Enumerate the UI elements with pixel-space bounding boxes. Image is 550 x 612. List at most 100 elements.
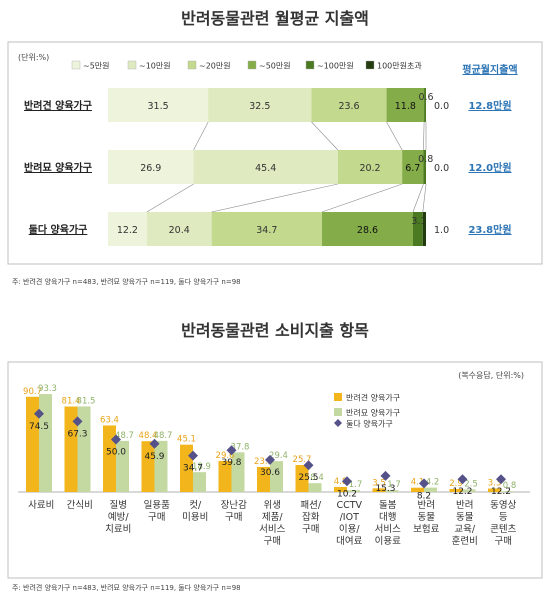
chart1-bar-segment (402, 150, 424, 184)
chart2-data-label-both: 30.6 (260, 468, 280, 478)
chart1-legend-label: ~100만원 (317, 62, 354, 71)
chart1-connector-line (193, 121, 209, 151)
chart1-data-label: 11.8 (395, 101, 416, 112)
chart2-data-label-dog: 4.1 (411, 478, 425, 488)
chart2-data-label-dog: 81.4 (62, 397, 81, 407)
chart2-bar-dog (218, 460, 232, 492)
chart2-legend-swatch (334, 408, 342, 416)
chart2-bar-dog (372, 488, 386, 492)
chart2-bar-dog (64, 406, 78, 492)
chart2-data-label-both: 39.8 (221, 458, 241, 468)
chart1-legend-swatch (247, 60, 257, 70)
chart1-category-label: 반려견 양육가구 (24, 99, 92, 112)
chart2-data-label-both: 10.2 (337, 489, 357, 499)
chart2-category-label: 치료비 (105, 523, 131, 535)
chart2-category-label: 질병 (110, 499, 127, 511)
chart1-bar-segment (322, 212, 413, 246)
chart1-bar-segment (108, 150, 194, 184)
chart1-bar-segment (108, 212, 147, 246)
chart1-data-label: 45.4 (255, 163, 276, 174)
chart2-marker-both (342, 476, 352, 487)
chart2-category-label: /IOT (340, 512, 359, 523)
chart1-connector-line (412, 183, 424, 213)
chart2-marker-both (72, 416, 83, 427)
chart1-note: 주: 반려견 양육가구 n=483, 반려묘 양육가구 n=119, 둘다 양육… (12, 277, 241, 286)
chart2-category-label: 동영상 (490, 500, 516, 511)
chart2-legend-label: 반려견 양육가구 (346, 393, 400, 403)
chart2-marker-both (34, 408, 44, 419)
chart1-data-label: 0.8 (418, 154, 433, 165)
chart2-data-label-dog: 48.4 (139, 431, 158, 441)
chart2-data-label-both: 15.3 (375, 484, 395, 494)
chart1-category-label: 반려묘 양육가구 (24, 161, 92, 174)
chart2-bar-cat (193, 472, 206, 492)
chart2-bar-cat (154, 440, 168, 492)
chart2-data-label-cat: 4.2 (426, 478, 440, 488)
chart2-data-label-cat: 93.3 (38, 384, 57, 394)
chart2-data-label-both: 50.0 (106, 448, 126, 458)
chart1-bar-segment (193, 150, 338, 184)
chart1-legend-swatch (305, 60, 315, 70)
chart1-data-label: 0.0 (434, 101, 449, 112)
chart2-category-label: 예방/ (108, 512, 129, 523)
chart2-marker-both (265, 454, 275, 465)
chart2-category-label: 구매 (302, 524, 319, 535)
chart1-connector-line (321, 183, 403, 213)
chart2-unit-note: (복수응답, 단위:%) (458, 370, 524, 380)
chart1-data-label: 31.5 (148, 101, 169, 112)
chart2-data-label-both: 67.3 (67, 429, 87, 439)
chart2-category-label: 컷/ (189, 500, 202, 511)
chart1-data-label: 28.6 (357, 225, 378, 236)
chart2-category-label: 동물 (418, 512, 436, 523)
chart2-bar-cat (231, 452, 245, 492)
chart1-data-label: 3.1 (411, 216, 426, 227)
chart2-category-label: 대행 (379, 511, 396, 523)
chart2-data-label-both: 12.2 (491, 487, 511, 497)
chart2-data-label-cat: 8.4 (310, 473, 324, 483)
chart2-data-label-both: 8.2 (417, 491, 431, 501)
chart2-category-label: 제품/ (262, 512, 283, 523)
chart1-frame (7, 41, 543, 265)
chart2-data-label-dog: 29.6 (216, 451, 235, 461)
chart2-data-label-dog: 2.9 (449, 479, 463, 489)
chart2-plot: 90.793.3 74.5 사료비 81.481.5 67.3 간식비 63.4 48.7 50… (18, 384, 530, 547)
chart2-category-label: 패션/ (300, 500, 321, 511)
chart2-category-label: 미용비 (182, 512, 208, 523)
chart2-marker-both (149, 438, 160, 449)
chart2-marker-both (226, 445, 237, 456)
chart2-category-label: 훈련비 (452, 535, 478, 547)
chart2-data-label-dog: 4.8 (334, 477, 348, 487)
chart2-category-label: CCTV (336, 500, 362, 511)
chart2-data-label-both: 25.5 (298, 473, 318, 483)
chart1-bar-segment (146, 212, 212, 246)
chart1-legend-label: ~50만원 (259, 62, 291, 71)
chart1-bar-segment (422, 212, 426, 246)
chart2-category-label: 동물 (456, 512, 474, 523)
chart2-title: 반려동물관련 소비지출 항목 (181, 321, 369, 340)
chart1-plot: 반려견 양육가구 31.5 32.5 23.6 11.80.60.0 12.8만원반려묘 … (24, 88, 512, 246)
chart2-data-label-cat: 1.7 (387, 480, 401, 490)
chart1-data-label: 12.2 (117, 225, 138, 236)
chart2-data-label-dog: 45.1 (177, 435, 196, 445)
chart2-data-label-cat: 48.7 (115, 431, 134, 441)
chart2-category-label: 대여료 (336, 535, 362, 547)
chart2-data-label-cat: 18.9 (192, 462, 211, 472)
chart1-legend-swatch (187, 60, 197, 70)
chart1-bar-segment (108, 88, 209, 122)
chart2-marker-both (303, 460, 314, 471)
chart2-bar-cat (501, 491, 514, 492)
chart1-data-label: 0.0 (434, 163, 449, 174)
chart1-data-label: 0.6 (418, 92, 433, 103)
chart2-bar-cat (462, 489, 476, 492)
chart2-data-label-cat: 37.8 (231, 442, 250, 452)
chart1-legend-label: ~10만원 (139, 62, 171, 71)
chart1-connector-line (211, 183, 338, 213)
chart1-data-label: 26.9 (140, 163, 161, 174)
chart2-marker-both (111, 434, 121, 445)
chart2-data-label-dog: 63.4 (100, 415, 119, 425)
chart2-bar-dog (295, 465, 309, 492)
chart1-avg-value: 12.8만원 (468, 99, 511, 112)
chart2-data-label-both: 34.7 (183, 464, 203, 474)
